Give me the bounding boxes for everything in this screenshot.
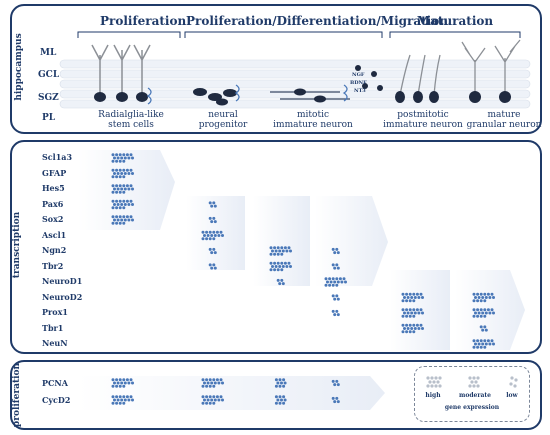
gene-label: Sox2 — [42, 214, 64, 224]
gene-label: NeuroD1 — [42, 276, 83, 286]
expression-cluster — [208, 263, 217, 270]
hippocampus-illustration — [59, 31, 531, 109]
gene-label: Prox1 — [42, 307, 68, 317]
expression-cluster — [201, 230, 224, 241]
expression-cluster — [111, 184, 134, 194]
legend-moderate: moderate — [458, 392, 491, 399]
expression-cluster — [208, 216, 217, 224]
cell-label-progenitor: neural progenitor — [198, 110, 248, 130]
gene-label: NeuroD2 — [42, 291, 83, 302]
phase-proliferation: Proliferation — [100, 14, 187, 28]
expression-cluster — [269, 246, 292, 256]
cell-label-mitotic: mitotic immature neuron — [273, 110, 353, 130]
proliferation-cluster — [111, 378, 134, 388]
expression-cluster — [111, 199, 134, 210]
expression-cluster — [208, 201, 217, 208]
proliferation-cluster — [331, 379, 340, 387]
expression-cluster — [479, 325, 488, 332]
expression-cluster — [111, 215, 134, 225]
transcription-matrix — [78, 150, 525, 350]
gene-label: Tbr1 — [42, 322, 64, 333]
expression-cluster — [331, 263, 340, 270]
expression-legend — [414, 366, 530, 422]
expression-cluster — [111, 168, 134, 179]
gene-label: GFAP — [42, 167, 67, 178]
proliferation-cluster — [331, 396, 340, 404]
phase-maturation: Maturation — [416, 14, 494, 28]
legend-low: low — [506, 392, 518, 399]
expression-cluster — [276, 278, 285, 286]
proliferation-cluster — [274, 395, 287, 405]
cell-label-stem: Radialglia-like stem cells — [98, 110, 164, 130]
gene-label: Scl1a3 — [42, 152, 73, 162]
expression-cluster — [472, 292, 495, 303]
layer-gcl: GCL — [38, 70, 60, 80]
expression-cluster — [111, 153, 134, 163]
layer-ml: ML — [40, 48, 57, 58]
layer-pl: PL — [42, 113, 56, 123]
expression-cluster — [324, 277, 347, 287]
gene-label: Tbr2 — [42, 260, 64, 271]
cell-label-postmitotic: postmitotic immature neuron — [383, 110, 463, 130]
gene-label: NeuN — [42, 338, 68, 348]
expression-cluster — [472, 308, 495, 318]
expression-cluster — [208, 247, 217, 255]
expression-cluster — [401, 292, 424, 303]
factor-nt3: NT3 — [354, 88, 366, 94]
legend-high: high — [425, 392, 441, 399]
hippocampus-panel — [10, 4, 542, 134]
expression-cluster — [269, 261, 292, 272]
gene-label: Ngn2 — [42, 245, 67, 255]
gene-label: Ascl1 — [42, 229, 67, 240]
proliferation-cluster — [201, 378, 224, 388]
expression-cluster — [331, 294, 340, 301]
gene-cycd2: CycD2 — [42, 395, 71, 405]
legend-caption: gene expression — [444, 404, 500, 411]
proliferation-cluster — [111, 395, 134, 405]
expression-cluster — [472, 339, 495, 349]
proliferation-cluster — [201, 395, 224, 405]
expression-cluster — [331, 247, 340, 255]
layer-sgz: SGZ — [38, 93, 59, 103]
expression-cluster — [331, 309, 340, 317]
expression-cluster — [401, 323, 424, 334]
expression-cluster — [401, 308, 424, 318]
phase-differentiation: Proliferation/Differentiation/Migration — [186, 14, 448, 28]
gene-pcna: PCNA — [42, 378, 68, 388]
gene-label: Pax6 — [42, 198, 64, 209]
factor-ngf: NGF — [352, 72, 365, 78]
factor-bdnf: BDNF — [350, 80, 367, 86]
cell-label-mature: mature granular neuron — [466, 110, 542, 130]
gene-label: Hes5 — [42, 183, 65, 193]
proliferation-cluster — [274, 378, 287, 388]
legend-swatches — [426, 376, 518, 388]
